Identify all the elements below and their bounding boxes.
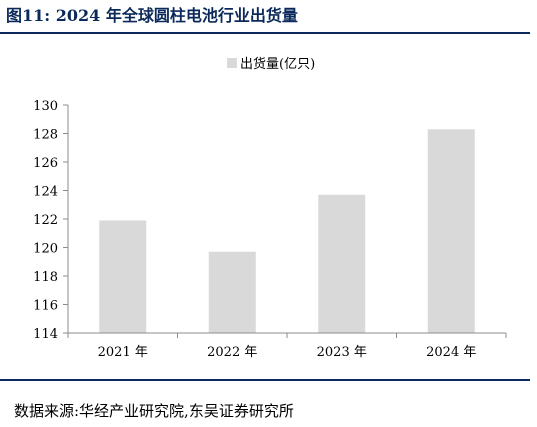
y-tick-label: 114 [33,327,58,342]
source-note: 数据来源:华经产业研究院,东吴证券研究所 [14,402,294,420]
bar [99,220,147,333]
x-tick-label: 2023 年 [317,345,367,360]
x-tick-label: 2024 年 [426,345,476,360]
y-tick-label: 120 [33,242,58,257]
y-tick-label: 124 [33,185,58,200]
y-axis: 114 116 118 120 122 124 126 128 130 [33,99,69,342]
y-tick-label: 130 [33,99,58,114]
legend: 出货量(亿只) [227,56,315,72]
title-divider [0,32,530,34]
bar [208,251,256,333]
y-tick-label: 128 [33,128,58,143]
bar [427,129,475,333]
x-axis: 2021 年 2022 年 2023 年 2024 年 [67,332,507,360]
y-tick-label: 116 [33,299,58,314]
source-divider [0,379,530,381]
y-tick-label: 122 [33,213,58,228]
bar [318,194,366,333]
legend-label: 出货量(亿只) [240,56,315,72]
legend-swatch [227,58,237,68]
figure-title: 图11: 2024 年全球圆柱电池行业出货量 [6,6,298,25]
y-tick-label: 118 [33,270,58,285]
y-tick-label: 126 [33,156,58,171]
bars [99,129,475,333]
x-tick-label: 2022 年 [207,345,257,360]
bar-chart: 出货量(亿只) 114 116 118 120 122 124 126 128 130 2021… [33,56,507,360]
x-tick-label: 2021 年 [98,345,148,360]
